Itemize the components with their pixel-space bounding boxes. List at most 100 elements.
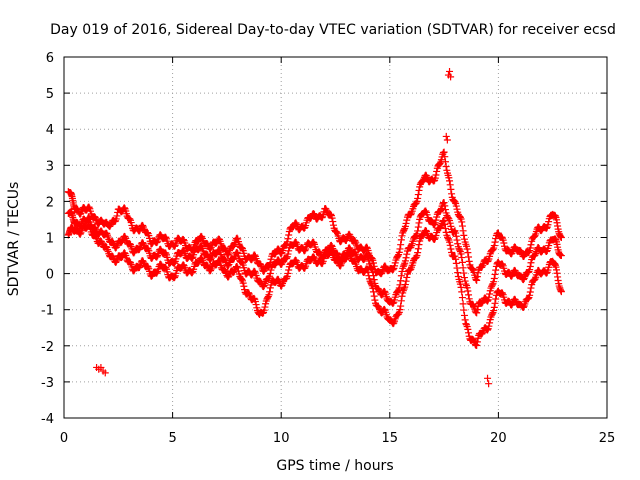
data-point-marker <box>492 235 500 243</box>
data-point-marker <box>91 213 99 221</box>
data-point-marker <box>260 267 268 275</box>
data-point-marker <box>457 215 465 223</box>
data-point-marker <box>285 247 293 255</box>
data-point-marker <box>460 306 468 314</box>
data-point-marker <box>230 242 238 250</box>
data-point-marker <box>442 162 450 170</box>
data-point-marker <box>224 250 232 258</box>
x-tick-label: 20 <box>490 431 507 446</box>
data-point-marker <box>526 262 534 270</box>
data-point-marker <box>266 269 274 277</box>
data-point-marker <box>363 265 371 273</box>
data-point-marker <box>473 338 481 346</box>
data-point-marker <box>101 369 109 377</box>
data-point-marker <box>397 236 405 244</box>
data-point-marker <box>238 275 246 283</box>
data-point-marker <box>452 259 460 267</box>
data-point-marker <box>245 289 253 297</box>
data-point-marker <box>457 250 465 258</box>
data-point-marker <box>402 254 410 262</box>
data-point-marker <box>120 204 128 212</box>
data-point-marker <box>527 241 535 249</box>
y-tick-label: 1 <box>46 232 54 247</box>
data-point-marker <box>207 256 215 264</box>
data-point-marker <box>463 245 471 253</box>
data-point-marker <box>485 380 493 388</box>
data-point-marker <box>333 228 341 236</box>
data-point-marker <box>451 198 459 206</box>
data-point-marker <box>433 167 441 175</box>
data-point-marker <box>221 255 229 263</box>
data-point-marker <box>85 214 93 222</box>
data-point-marker <box>284 250 292 258</box>
data-point-marker <box>364 268 372 276</box>
data-point-marker <box>126 215 134 223</box>
x-axis-label: GPS time / hours <box>276 458 393 474</box>
data-point-marker <box>447 73 455 81</box>
data-point-marker <box>113 212 121 220</box>
data-point-marker <box>543 247 551 255</box>
data-point-marker <box>393 288 401 296</box>
data-point-marker <box>460 274 468 282</box>
data-point-marker <box>489 245 497 253</box>
data-point-marker <box>458 294 466 302</box>
data-point-marker <box>465 329 473 337</box>
y-tick-label: -1 <box>41 304 54 319</box>
y-tick-label: 2 <box>46 195 54 210</box>
data-point-marker <box>188 254 196 262</box>
data-point-marker <box>153 238 161 246</box>
data-point-marker <box>369 284 377 292</box>
data-point-marker <box>451 252 459 260</box>
data-point-marker <box>239 279 247 287</box>
data-point-marker <box>488 281 496 289</box>
data-point-marker <box>250 294 258 302</box>
data-point-marker <box>473 273 481 281</box>
data-point-marker <box>442 132 450 140</box>
data-point-marker <box>446 67 454 75</box>
data-point-marker <box>402 277 410 285</box>
data-point-marker <box>407 211 415 219</box>
data-point-marker <box>436 160 444 168</box>
data-point-marker <box>412 199 420 207</box>
data-point-marker <box>465 257 473 265</box>
data-point-marker <box>139 239 147 247</box>
data-point-marker <box>370 292 378 300</box>
x-tick-label: 10 <box>273 431 290 446</box>
data-point-marker <box>102 243 110 251</box>
data-point-marker <box>234 264 242 272</box>
data-point-marker <box>460 231 468 239</box>
data-point-marker <box>472 276 480 284</box>
data-point-marker <box>437 223 445 231</box>
data-point-marker <box>419 177 427 185</box>
data-point-marker <box>97 363 105 371</box>
data-point-marker <box>543 269 551 277</box>
y-tick-label: -2 <box>41 340 54 355</box>
data-point-marker <box>422 172 430 180</box>
data-point-marker <box>557 288 565 296</box>
data-point-marker <box>452 202 460 210</box>
data-point-marker <box>198 255 206 263</box>
data-point-marker <box>500 239 508 247</box>
data-point-marker <box>322 205 330 213</box>
data-point-marker <box>327 247 335 255</box>
data-point-marker <box>431 174 439 182</box>
data-point-marker <box>364 254 372 262</box>
data-point-marker <box>445 174 453 182</box>
data-point-marker <box>283 254 291 262</box>
y-tick-label: 3 <box>46 159 54 174</box>
data-point-marker <box>346 244 354 252</box>
data-point-marker <box>490 242 498 250</box>
data-point-marker <box>412 253 420 261</box>
data-point-marker <box>397 272 405 280</box>
data-point-marker <box>446 219 454 227</box>
data-point-marker <box>153 269 161 277</box>
data-point-marker <box>162 249 170 257</box>
data-point-marker <box>397 241 405 249</box>
data-point-marker <box>446 181 454 189</box>
data-point-marker <box>464 325 472 333</box>
data-point-marker <box>106 222 114 230</box>
data-point-marker <box>251 297 259 305</box>
data-point-marker <box>118 238 126 246</box>
data-point-marker <box>545 218 553 226</box>
data-point-marker <box>162 233 170 241</box>
